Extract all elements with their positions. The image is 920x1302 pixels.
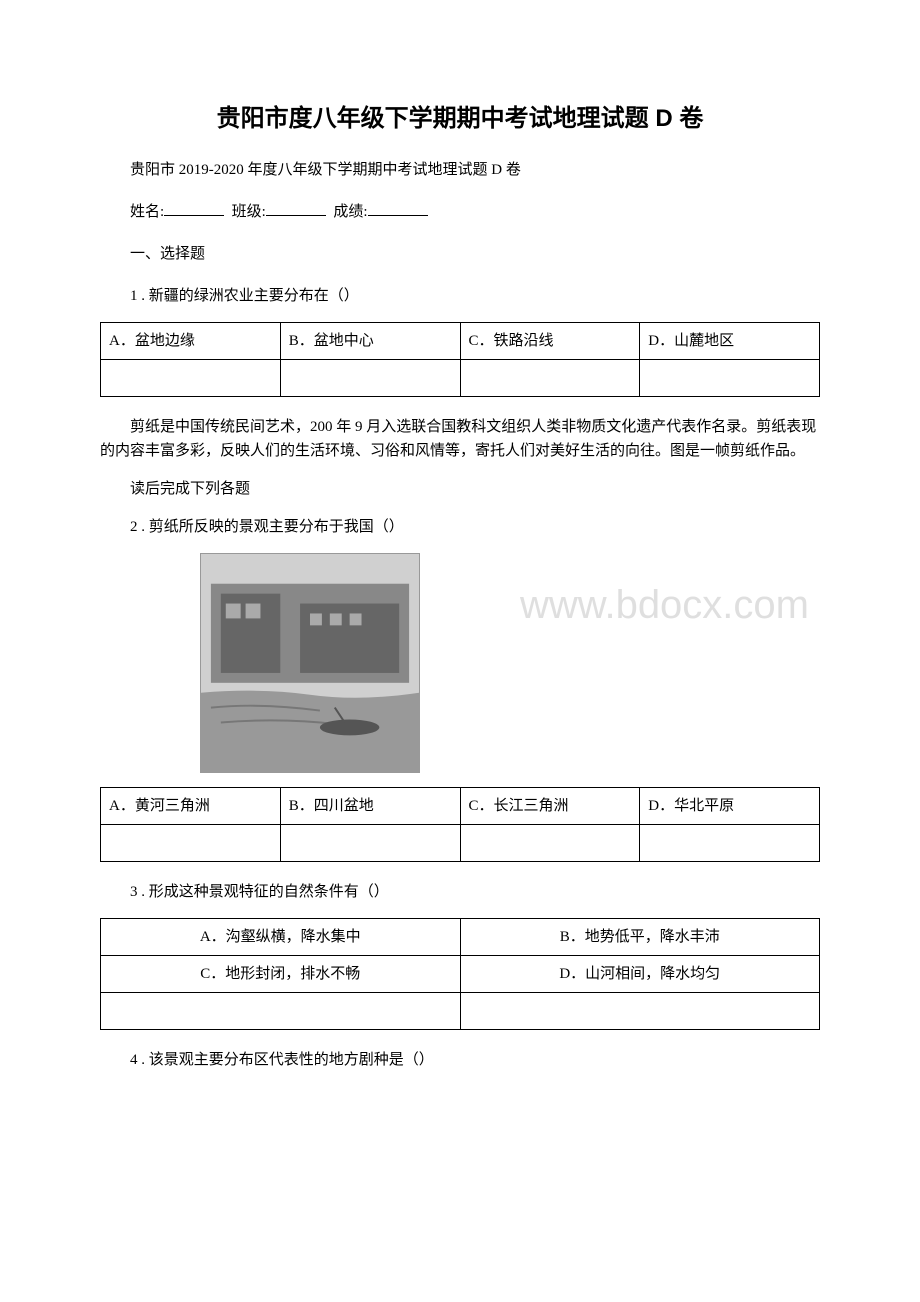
option-a[interactable]: A．盆地边缘: [101, 323, 281, 360]
question-1-options-table: A．盆地边缘 B．盆地中心 C．铁路沿线 D．山麓地区: [100, 322, 820, 397]
option-c[interactable]: C．地形封闭，排水不畅: [101, 956, 461, 993]
question-4: 4 . 该景观主要分布区代表性的地方剧种是（）: [100, 1048, 820, 1072]
option-c[interactable]: C．长江三角洲: [460, 788, 640, 825]
question-1: 1 . 新疆的绿洲农业主要分布在（）: [100, 284, 820, 308]
empty-cell: [280, 360, 460, 397]
class-label: 班级:: [232, 204, 266, 220]
score-label: 成绩:: [333, 204, 367, 220]
table-row: A．沟壑纵横，降水集中 B．地势低平，降水丰沛: [101, 919, 820, 956]
empty-cell: [460, 360, 640, 397]
option-b[interactable]: B．盆地中心: [280, 323, 460, 360]
passage-1-instruction: 读后完成下列各题: [100, 477, 820, 501]
papercut-image: [200, 553, 420, 773]
option-d[interactable]: D．山河相间，降水均匀: [460, 956, 820, 993]
empty-cell: [280, 825, 460, 862]
question-2: 2 . 剪纸所反映的景观主要分布于我国（）: [100, 515, 820, 539]
papercut-sketch-icon: [201, 554, 419, 772]
option-a[interactable]: A．沟壑纵横，降水集中: [101, 919, 461, 956]
score-blank[interactable]: [368, 201, 428, 216]
empty-cell: [101, 360, 281, 397]
question-2-options-table: A．黄河三角洲 B．四川盆地 C．长江三角洲 D．华北平原: [100, 787, 820, 862]
question-3: 3 . 形成这种景观特征的自然条件有（）: [100, 880, 820, 904]
student-info-line: 姓名: 班级: 成绩:: [100, 200, 820, 224]
table-row: [101, 825, 820, 862]
name-label: 姓名:: [130, 204, 164, 220]
table-row: A．黄河三角洲 B．四川盆地 C．长江三角洲 D．华北平原: [101, 788, 820, 825]
passage-1: 剪纸是中国传统民间艺术，200 年 9 月入选联合国教科文组织人类非物质文化遗产…: [100, 415, 820, 463]
name-blank[interactable]: [164, 201, 224, 216]
empty-cell: [640, 360, 820, 397]
option-b[interactable]: B．地势低平，降水丰沛: [460, 919, 820, 956]
class-blank[interactable]: [266, 201, 326, 216]
empty-cell: [101, 825, 281, 862]
exam-subtitle: 贵阳市 2019-2020 年度八年级下学期期中考试地理试题 D 卷: [100, 158, 820, 182]
option-d[interactable]: D．华北平原: [640, 788, 820, 825]
table-row: [101, 993, 820, 1030]
option-b[interactable]: B．四川盆地: [280, 788, 460, 825]
empty-cell: [101, 993, 461, 1030]
watermark-text: www.bdocx.com: [520, 573, 809, 637]
option-c[interactable]: C．铁路沿线: [460, 323, 640, 360]
option-d[interactable]: D．山麓地区: [640, 323, 820, 360]
empty-cell: [640, 825, 820, 862]
table-row: A．盆地边缘 B．盆地中心 C．铁路沿线 D．山麓地区: [101, 323, 820, 360]
page-title: 贵阳市度八年级下学期期中考试地理试题 D 卷: [100, 100, 820, 138]
section-1-header: 一、选择题: [100, 242, 820, 266]
table-row: C．地形封闭，排水不畅 D．山河相间，降水均匀: [101, 956, 820, 993]
option-a[interactable]: A．黄河三角洲: [101, 788, 281, 825]
empty-cell: [460, 993, 820, 1030]
table-row: [101, 360, 820, 397]
question-3-options-table: A．沟壑纵横，降水集中 B．地势低平，降水丰沛 C．地形封闭，排水不畅 D．山河…: [100, 918, 820, 1030]
empty-cell: [460, 825, 640, 862]
